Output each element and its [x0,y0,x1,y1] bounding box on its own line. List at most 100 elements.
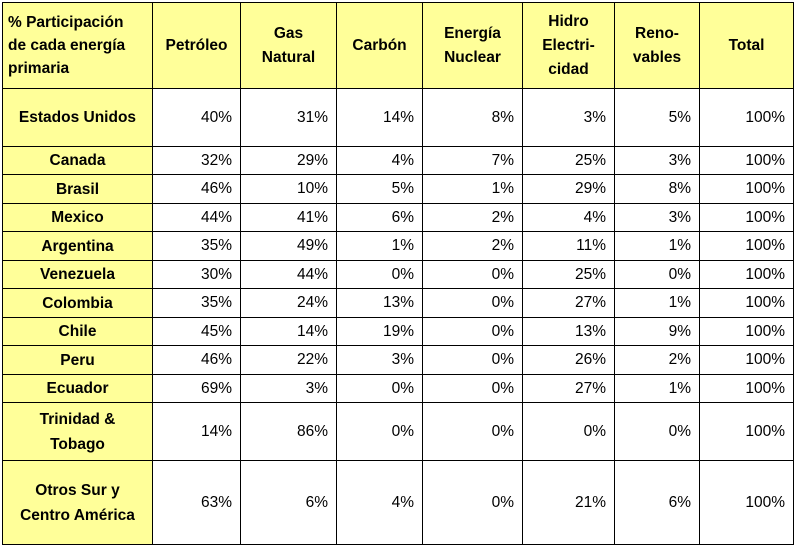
table-cell: 100% [699,288,794,318]
table-row: Peru 46% 22% 3% 0% 26% 2% 100% [2,345,794,375]
table-cell: 100% [699,460,794,545]
table-cell: 40% [152,88,241,147]
table-cell: 100% [699,88,794,147]
table-cell: 13% [522,317,615,346]
table-cell: 45% [152,317,241,346]
table-row: Otros Sur y Centro América 63% 6% 4% 0% 21% 6%… [2,460,794,545]
table-cell: 2% [422,203,523,232]
table-cell: 3% [240,374,337,403]
table-cell: 4% [336,460,423,545]
table-cell: 22% [240,345,337,375]
table-cell: 8% [614,174,700,204]
table-cell: 27% [522,288,615,318]
table-cell: 26% [522,345,615,375]
table-cell: 4% [522,203,615,232]
table-cell: 0% [422,317,523,346]
table-cell: 6% [614,460,700,545]
column-header-hidro-electri-cidad: Hidro Electri- cidad [522,2,615,89]
table-cell: 31% [240,88,337,147]
row-header-otros-sur-y-centro-america: Otros Sur y Centro América [2,460,153,545]
row-header-argentina: Argentina [2,231,153,261]
table-cell: 0% [422,374,523,403]
table-cell: 14% [336,88,423,147]
table-cell: 6% [336,203,423,232]
row-header-colombia: Colombia [2,288,153,318]
table-cell: 100% [699,402,794,461]
table-cell: 86% [240,402,337,461]
table-cell: 30% [152,260,241,289]
table-row: Brasil 46% 10% 5% 1% 29% 8% 100% [2,174,794,204]
table-cell: 0% [422,460,523,545]
table-cell: 0% [336,374,423,403]
table-cell: 7% [422,146,523,175]
table-cell: 27% [522,374,615,403]
table-cell: 1% [614,231,700,261]
table-cell: 100% [699,317,794,346]
table-cell: 46% [152,174,241,204]
table-cell: 69% [152,374,241,403]
row-header-venezuela: Venezuela [2,260,153,289]
table-cell: 29% [240,146,337,175]
table-row: Argentina 35% 49% 1% 2% 11% 1% 100% [2,231,794,261]
table-cell: 3% [614,203,700,232]
table-cell: 2% [614,345,700,375]
row-header-mexico: Mexico [2,203,153,232]
column-header-gas-natural: Gas Natural [240,2,337,89]
table-cell: 35% [152,231,241,261]
table-cell: 0% [422,260,523,289]
row-header-trinidad-tobago: Trinidad & Tobago [2,402,153,461]
table-cell: 3% [614,146,700,175]
header-row: % Participación de cada energía primaria… [2,2,794,89]
table-cell: 9% [614,317,700,346]
table-row: Chile 45% 14% 19% 0% 13% 9% 100% [2,317,794,346]
table-cell: 44% [240,260,337,289]
column-header-total: Total [699,2,794,89]
row-header-chile: Chile [2,317,153,346]
table-cell: 0% [614,402,700,461]
table-cell: 5% [614,88,700,147]
table-body: Estados Unidos 40% 31% 14% 8% 3% 5% 100% Canada 3… [2,88,794,545]
table-cell: 1% [614,374,700,403]
table-cell: 24% [240,288,337,318]
table-cell: 0% [422,288,523,318]
table-cell: 49% [240,231,337,261]
table-cell: 35% [152,288,241,318]
table-cell: 6% [240,460,337,545]
table-cell: 100% [699,260,794,289]
table-row: Trinidad & Tobago 14% 86% 0% 0% 0% 0% 100% [2,402,794,461]
table-cell: 100% [699,203,794,232]
table-cell: 100% [699,146,794,175]
table-cell: 3% [336,345,423,375]
table-cell: 0% [336,402,423,461]
table-cell: 0% [614,260,700,289]
row-header-estados-unidos: Estados Unidos [2,88,153,147]
column-header-carbon: Carbón [336,2,423,89]
row-header-brasil: Brasil [2,174,153,204]
table-cell: 63% [152,460,241,545]
table-row: Canada 32% 29% 4% 7% 25% 3% 100% [2,146,794,175]
table-cell: 1% [614,288,700,318]
table-cell: 4% [336,146,423,175]
table-cell: 29% [522,174,615,204]
table-cell: 41% [240,203,337,232]
table-cell: 21% [522,460,615,545]
table-row: Estados Unidos 40% 31% 14% 8% 3% 5% 100% [2,88,794,147]
table-cell: 100% [699,374,794,403]
table-cell: 2% [422,231,523,261]
table-cell: 100% [699,345,794,375]
row-header-peru: Peru [2,345,153,375]
table-cell: 100% [699,231,794,261]
table-cell: 3% [522,88,615,147]
table-cell: 1% [422,174,523,204]
table-cell: 13% [336,288,423,318]
column-header-reno-vables: Reno- vables [614,2,700,89]
table-cell: 0% [336,260,423,289]
table-cell: 11% [522,231,615,261]
table-cell: 19% [336,317,423,346]
column-header-petroleo: Petróleo [152,2,241,89]
table-row: Venezuela 30% 44% 0% 0% 25% 0% 100% [2,260,794,289]
table-cell: 10% [240,174,337,204]
table-cell: 1% [336,231,423,261]
table-cell: 46% [152,345,241,375]
